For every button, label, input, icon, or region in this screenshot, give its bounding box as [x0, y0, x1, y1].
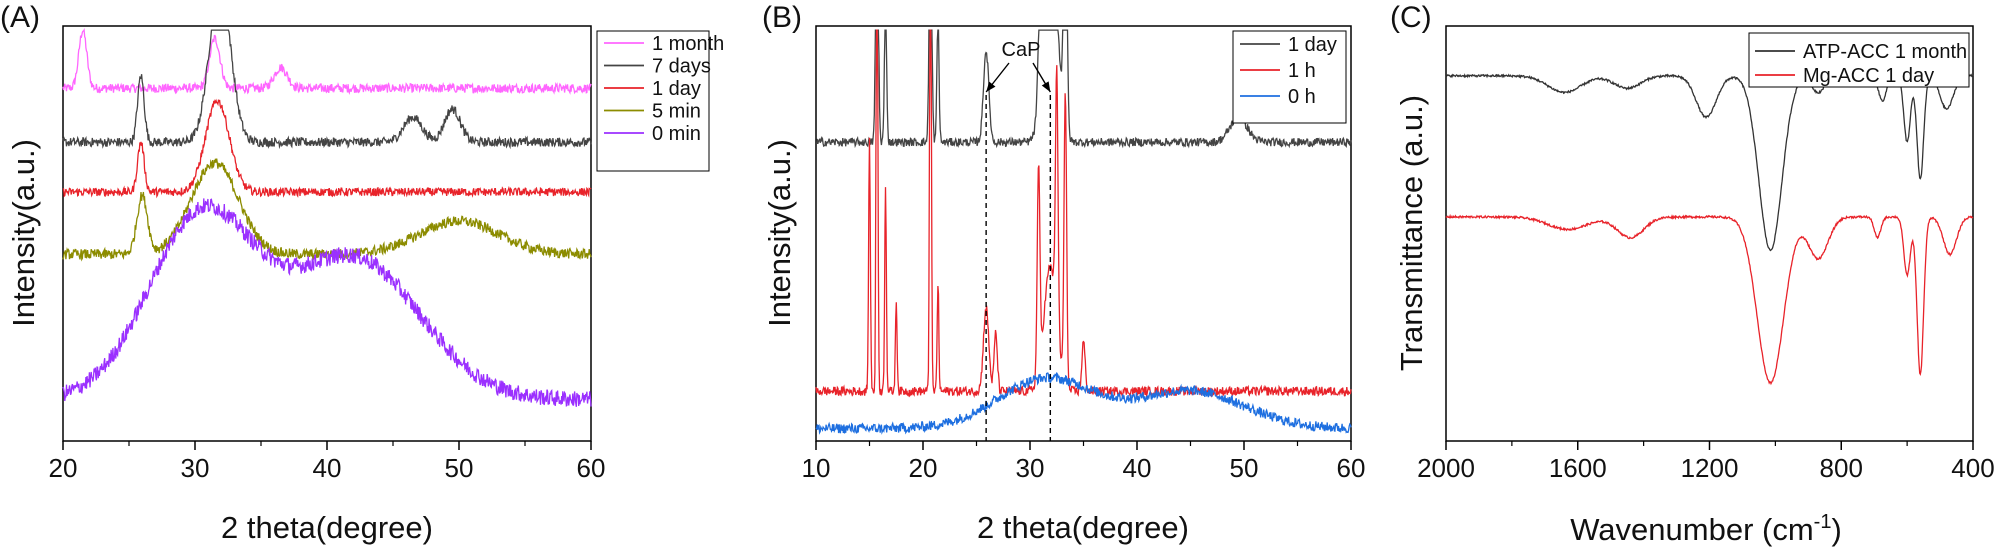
- series-line-mg-acc-1-day: [1445, 213, 1974, 386]
- legend-label: Mg-ACC 1 day: [1803, 65, 1934, 87]
- series-line-atp-acc-1-month: [1445, 73, 1974, 252]
- x-tick-label: 2000: [1417, 453, 1475, 483]
- series-line-1-day: [62, 98, 592, 199]
- legend-label: 7 days: [652, 56, 711, 78]
- panel-c-legend-box: [1748, 32, 1970, 88]
- panel-a-legend-box: [596, 30, 710, 172]
- x-tick-label: 60: [1337, 453, 1366, 483]
- x-tick-label: 800: [1820, 453, 1863, 483]
- panel-a-y-axis-title: Intensity(a.u.): [6, 139, 41, 327]
- panel-b: (B) 10 20 30 40 50 60 2 theta(degree) Intensi…: [762, 1, 1365, 545]
- panel-b-legend: 1 day 1 h 0 h: [1232, 30, 1347, 124]
- series-line-0-min: [62, 198, 592, 407]
- panel-b-y-axis-title: Intensity(a.u.): [762, 139, 797, 327]
- series-line-1-month: [62, 28, 592, 96]
- x-tick-label: 40: [1123, 453, 1152, 483]
- legend-label: 1 h: [1288, 60, 1316, 82]
- panel-b-label: (B): [762, 1, 802, 34]
- panel-b-series-group: [815, 29, 1352, 435]
- panel-c-y-axis-title: Transmittance (a.u.): [1394, 95, 1429, 371]
- panel-c-x-axis-title: Wavenumber (cm-1): [1570, 511, 1842, 547]
- panel-a-label: (A): [0, 1, 40, 34]
- panel-b-cap-annotation: CaP: [985, 39, 1052, 441]
- panel-b-x-axis-title: 2 theta(degree): [977, 510, 1189, 545]
- panel-c-label: (C): [1390, 1, 1432, 34]
- cap-arrow-head: [1041, 81, 1051, 92]
- legend-label: 1 month: [652, 33, 724, 55]
- x-tick-label: 400: [1951, 453, 1994, 483]
- panel-c-x-axis: 2000 1600 1200 800 400: [1417, 441, 1995, 483]
- panel-c-series-group: [1445, 73, 1974, 386]
- legend-label: 0 min: [652, 123, 701, 145]
- panel-a-x-axis: 20 30 40 50 60: [49, 441, 606, 483]
- legend-label: 0 h: [1288, 86, 1316, 108]
- legend-label: 5 min: [652, 101, 701, 123]
- x-tick-label: 40: [313, 453, 342, 483]
- x-tick-label: 20: [909, 453, 938, 483]
- series-line-7-days: [62, 29, 592, 150]
- cap-arrow-head: [986, 81, 996, 92]
- series-line-1-h: [815, 29, 1352, 399]
- panel-a-x-axis-title: 2 theta(degree): [221, 510, 433, 545]
- x-tick-label: 1600: [1549, 453, 1607, 483]
- panel-c: (C) 2000 1600 1200 800 400 Wavenumber (cm-1)…: [1390, 1, 1995, 547]
- x-tick-label: 50: [1230, 453, 1259, 483]
- x-tick-label: 30: [1016, 453, 1045, 483]
- x-tick-label: 60: [577, 453, 606, 483]
- legend-label: 1 day: [652, 78, 701, 100]
- series-line-5-min: [62, 158, 592, 262]
- panel-a: (A) 20 30 40 50 60 2 theta(degree) Intensity…: [0, 1, 724, 545]
- x-tick-label: 1200: [1681, 453, 1739, 483]
- panel-a-series-group: [62, 28, 592, 407]
- series-line-1-day: [815, 29, 1352, 149]
- panel-b-cap-label: CaP: [1002, 39, 1041, 61]
- x-tick-label: 10: [802, 453, 831, 483]
- x-tick-label: 20: [49, 453, 78, 483]
- legend-label: 1 day: [1288, 34, 1337, 56]
- panel-c-plot-frame: [1445, 25, 1974, 442]
- series-line-0-h: [815, 371, 1352, 435]
- panel-b-x-axis: 10 20 30 40 50 60: [802, 441, 1366, 483]
- x-tick-label: 50: [445, 453, 474, 483]
- panel-b-legend-box: [1232, 30, 1347, 124]
- x-tick-label: 30: [181, 453, 210, 483]
- legend-label: ATP-ACC 1 month: [1803, 41, 1967, 63]
